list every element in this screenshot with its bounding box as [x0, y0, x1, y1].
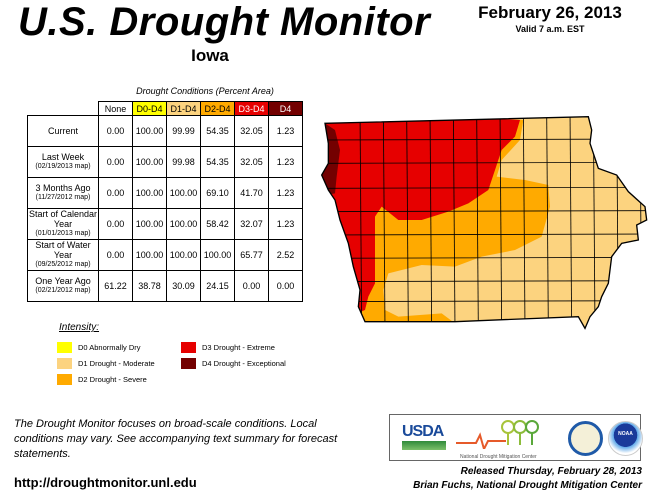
row-label: Last Week (02/19/2013 map) [27, 146, 99, 178]
release-date: Released Thursday, February 28, 2013 [460, 466, 642, 477]
table-cell: 100.00 [166, 208, 201, 240]
table-cell: 0.00 [268, 270, 303, 302]
column-header: None [98, 101, 133, 116]
d3-area [321, 116, 520, 329]
legend-label: D1 Drought - Moderate [78, 359, 155, 368]
row-label-text: Current [47, 126, 78, 136]
row-label-text: Last Week [41, 152, 85, 162]
legend-label: D3 Drought - Extreme [202, 343, 275, 352]
table-cell: 69.10 [200, 177, 235, 209]
legend-label: D0 Abnormally Dry [78, 343, 141, 352]
table-cell: 100.00 [166, 177, 201, 209]
legend-item: D3 Drought - Extreme [181, 342, 286, 353]
legend-swatch [57, 342, 72, 353]
table-cell: 0.00 [98, 115, 133, 147]
row-label: Start of Water Year (09/25/2012 map) [27, 239, 99, 271]
county-lines [321, 116, 647, 329]
table-cell: 58.42 [200, 208, 235, 240]
table-cell: 30.09 [166, 270, 201, 302]
table-cell: 65.77 [234, 239, 269, 271]
table-cell: 32.05 [234, 115, 269, 147]
legend-title: Intensity: [59, 322, 100, 333]
table-row: 3 Months Ago (11/27/2012 map) 0.00 100.00 10… [27, 177, 303, 209]
row-label-text: 3 Months Ago [35, 183, 91, 193]
column-header: D4 [268, 101, 303, 116]
column-header: D3-D4 [234, 101, 269, 116]
legend-item: D1 Drought - Moderate [57, 358, 155, 369]
table-cell: 99.98 [166, 146, 201, 178]
table-cell: 100.00 [132, 177, 167, 209]
table-cell: 100.00 [132, 146, 167, 178]
table-caption: Drought Conditions (Percent Area) [136, 86, 274, 96]
table-cell: 0.00 [98, 177, 133, 209]
table-cell: 100.00 [166, 239, 201, 271]
usda-logo: USDA [402, 423, 446, 453]
table-cell: 32.05 [234, 146, 269, 178]
legend-item: D4 Drought - Exceptional [181, 358, 286, 369]
table-row: Start of Calendar Year (01/01/2013 map) 0.… [27, 208, 303, 240]
legend-label: D4 Drought - Exceptional [202, 359, 286, 368]
author: Brian Fuchs, National Drought Mitigation… [413, 480, 642, 491]
table-cell: 0.00 [98, 208, 133, 240]
valid-time: Valid 7 a.m. EST [515, 24, 585, 34]
table-cell: 0.00 [98, 146, 133, 178]
legend-swatch [57, 358, 72, 369]
row-label-text: One Year Ago [35, 276, 91, 286]
table-cell: 100.00 [132, 208, 167, 240]
table-cell: 61.22 [98, 270, 133, 302]
legend-swatch [181, 358, 196, 369]
state-name: Iowa [191, 46, 229, 65]
disclaimer-note: The Drought Monitor focuses on broad-sca… [14, 418, 338, 460]
table-row: Start of Water Year (09/25/2012 map) 0.00 1… [27, 239, 303, 271]
table-row: Current 0.00 100.00 99.99 54.35 32.05 1.23 [27, 115, 303, 147]
partner-logos: USDA National Drought Mitigation Center … [389, 414, 643, 461]
table-row: One Year Ago (02/21/2012 map) 61.22 38.78 30… [27, 270, 303, 302]
table-cell: 1.23 [268, 208, 303, 240]
row-label-date: (01/01/2013 map) [35, 230, 91, 237]
website-link[interactable]: http://droughtmonitor.unl.edu [14, 475, 197, 490]
row-label: One Year Ago (02/21/2012 map) [27, 270, 99, 302]
table-cell: 1.23 [268, 177, 303, 209]
column-header: D1-D4 [166, 101, 201, 116]
legend-item: D0 Abnormally Dry [57, 342, 155, 353]
table-cell: 99.99 [166, 115, 201, 147]
row-label-text: Start of Calendar Year [28, 209, 98, 229]
table-cell: 100.00 [200, 239, 235, 271]
table-cell: 54.35 [200, 146, 235, 178]
table-row: Last Week (02/19/2013 map) 0.00 100.00 99.98… [27, 146, 303, 178]
drought-conditions-table: None D0-D4 D1-D4 D2-D4 D3-D4 D4 Current 0.00 10… [27, 101, 303, 302]
table-cell: 32.07 [234, 208, 269, 240]
row-label: 3 Months Ago (11/27/2012 map) [27, 177, 99, 209]
legend-swatch [181, 342, 196, 353]
table-cell: 0.00 [234, 270, 269, 302]
ndmc-logo: National Drought Mitigation Center [456, 419, 546, 460]
legend-item: D2 Drought - Severe [57, 374, 155, 385]
row-label: Current [27, 115, 99, 147]
doc-seal [568, 421, 603, 456]
table-cell: 2.52 [268, 239, 303, 271]
row-label-date: (11/27/2012 map) [35, 194, 91, 201]
legend-swatch [57, 374, 72, 385]
page-title: U.S. Drought Monitor [18, 0, 431, 44]
row-label-date: (02/19/2013 map) [35, 163, 91, 170]
table-cell: 100.00 [132, 239, 167, 271]
row-label-date: (02/21/2012 map) [35, 287, 91, 294]
row-label: Start of Calendar Year (01/01/2013 map) [27, 208, 99, 240]
table-cell: 24.15 [200, 270, 235, 302]
table-cell: 1.23 [268, 115, 303, 147]
map-date: February 26, 2013 [478, 3, 622, 22]
legend-label: D2 Drought - Severe [78, 375, 147, 384]
column-header: D0-D4 [132, 101, 167, 116]
noaa-logo: NOAA [608, 421, 643, 456]
table-cell: 100.00 [132, 115, 167, 147]
row-label-text: Start of Water Year [35, 240, 91, 260]
table-cell: 41.70 [234, 177, 269, 209]
table-cell: 38.78 [132, 270, 167, 302]
iowa-drought-map [320, 115, 648, 329]
table-cell: 54.35 [200, 115, 235, 147]
column-header: D2-D4 [200, 101, 235, 116]
table-cell: 0.00 [98, 239, 133, 271]
row-label-date: (09/25/2012 map) [35, 261, 91, 268]
table-cell: 1.23 [268, 146, 303, 178]
